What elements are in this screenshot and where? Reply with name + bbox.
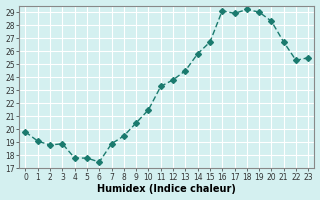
X-axis label: Humidex (Indice chaleur): Humidex (Indice chaleur) bbox=[98, 184, 236, 194]
